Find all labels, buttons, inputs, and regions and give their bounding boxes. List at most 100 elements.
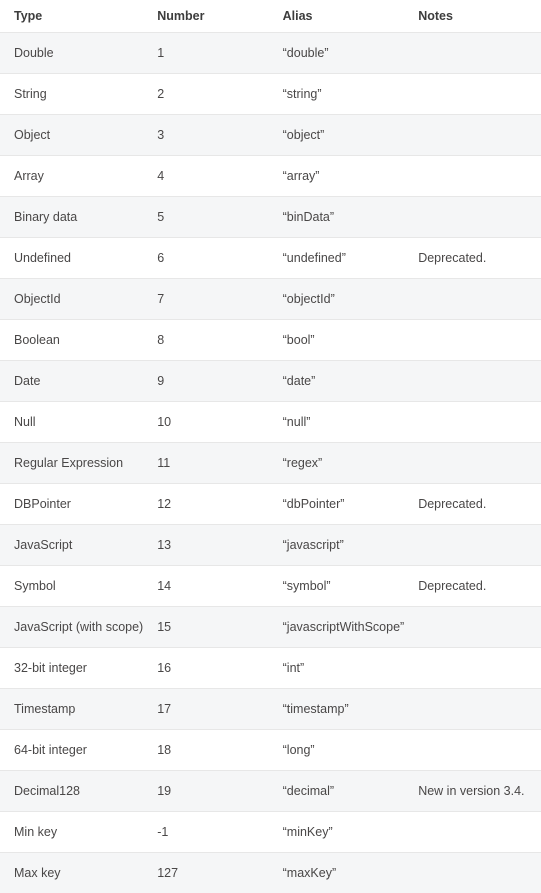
type-cell: Decimal128 bbox=[0, 771, 143, 812]
table-row: 32-bit integer 16 “int” bbox=[0, 648, 541, 689]
alias-cell: “javascriptWithScope” bbox=[269, 607, 405, 648]
notes-cell bbox=[404, 607, 541, 648]
notes-cell bbox=[404, 443, 541, 484]
notes-cell bbox=[404, 648, 541, 689]
table-row: Min key -1 “minKey” bbox=[0, 812, 541, 853]
table-row: Max key 127 “maxKey” bbox=[0, 853, 541, 893]
header-row: Type Number Alias Notes bbox=[0, 0, 541, 33]
number-cell: 1 bbox=[143, 33, 268, 74]
number-cell: 19 bbox=[143, 771, 268, 812]
number-cell: 3 bbox=[143, 115, 268, 156]
alias-cell: “object” bbox=[269, 115, 405, 156]
type-cell: Min key bbox=[0, 812, 143, 853]
type-cell: Symbol bbox=[0, 566, 143, 607]
type-cell: Double bbox=[0, 33, 143, 74]
alias-cell: “dbPointer” bbox=[269, 484, 405, 525]
alias-cell: “regex” bbox=[269, 443, 405, 484]
table-row: Object 3 “object” bbox=[0, 115, 541, 156]
alias-cell: “javascript” bbox=[269, 525, 405, 566]
number-cell: 8 bbox=[143, 320, 268, 361]
table-row: ObjectId 7 “objectId” bbox=[0, 279, 541, 320]
notes-cell: New in version 3.4. bbox=[404, 771, 541, 812]
type-cell: Binary data bbox=[0, 197, 143, 238]
number-cell: 16 bbox=[143, 648, 268, 689]
type-cell: ObjectId bbox=[0, 279, 143, 320]
notes-cell bbox=[404, 33, 541, 74]
type-cell: String bbox=[0, 74, 143, 115]
column-header-alias: Alias bbox=[269, 0, 405, 33]
number-cell: -1 bbox=[143, 812, 268, 853]
type-cell: Date bbox=[0, 361, 143, 402]
alias-cell: “string” bbox=[269, 74, 405, 115]
number-cell: 13 bbox=[143, 525, 268, 566]
table-row: JavaScript (with scope) 15 “javascriptWi… bbox=[0, 607, 541, 648]
notes-cell bbox=[404, 320, 541, 361]
type-cell: Array bbox=[0, 156, 143, 197]
number-cell: 5 bbox=[143, 197, 268, 238]
alias-cell: “minKey” bbox=[269, 812, 405, 853]
alias-cell: “date” bbox=[269, 361, 405, 402]
number-cell: 18 bbox=[143, 730, 268, 771]
alias-cell: “objectId” bbox=[269, 279, 405, 320]
table-row: Symbol 14 “symbol” Deprecated. bbox=[0, 566, 541, 607]
number-cell: 14 bbox=[143, 566, 268, 607]
table-row: Decimal128 19 “decimal” New in version 3… bbox=[0, 771, 541, 812]
alias-cell: “undefined” bbox=[269, 238, 405, 279]
number-cell: 10 bbox=[143, 402, 268, 443]
notes-cell bbox=[404, 115, 541, 156]
table-row: Timestamp 17 “timestamp” bbox=[0, 689, 541, 730]
alias-cell: “long” bbox=[269, 730, 405, 771]
type-cell: Regular Expression bbox=[0, 443, 143, 484]
notes-cell bbox=[404, 402, 541, 443]
type-cell: Null bbox=[0, 402, 143, 443]
type-cell: DBPointer bbox=[0, 484, 143, 525]
table-header: Type Number Alias Notes bbox=[0, 0, 541, 33]
number-cell: 15 bbox=[143, 607, 268, 648]
table-row: Regular Expression 11 “regex” bbox=[0, 443, 541, 484]
number-cell: 11 bbox=[143, 443, 268, 484]
notes-cell bbox=[404, 812, 541, 853]
alias-cell: “binData” bbox=[269, 197, 405, 238]
number-cell: 9 bbox=[143, 361, 268, 402]
table-row: DBPointer 12 “dbPointer” Deprecated. bbox=[0, 484, 541, 525]
table-row: Boolean 8 “bool” bbox=[0, 320, 541, 361]
type-cell: JavaScript bbox=[0, 525, 143, 566]
table-row: Double 1 “double” bbox=[0, 33, 541, 74]
type-cell: Undefined bbox=[0, 238, 143, 279]
alias-cell: “bool” bbox=[269, 320, 405, 361]
column-header-number: Number bbox=[143, 0, 268, 33]
number-cell: 7 bbox=[143, 279, 268, 320]
notes-cell bbox=[404, 197, 541, 238]
number-cell: 17 bbox=[143, 689, 268, 730]
table-row: Undefined 6 “undefined” Deprecated. bbox=[0, 238, 541, 279]
column-header-notes: Notes bbox=[404, 0, 541, 33]
number-cell: 2 bbox=[143, 74, 268, 115]
notes-cell bbox=[404, 689, 541, 730]
notes-cell bbox=[404, 279, 541, 320]
table-body: Double 1 “double” String 2 “string” Obje… bbox=[0, 33, 541, 893]
alias-cell: “symbol” bbox=[269, 566, 405, 607]
notes-cell: Deprecated. bbox=[404, 238, 541, 279]
type-cell: JavaScript (with scope) bbox=[0, 607, 143, 648]
type-cell: Timestamp bbox=[0, 689, 143, 730]
alias-cell: “array” bbox=[269, 156, 405, 197]
type-cell: Max key bbox=[0, 853, 143, 893]
number-cell: 12 bbox=[143, 484, 268, 525]
table-row: String 2 “string” bbox=[0, 74, 541, 115]
notes-cell bbox=[404, 74, 541, 115]
notes-cell: Deprecated. bbox=[404, 484, 541, 525]
table-row: 64-bit integer 18 “long” bbox=[0, 730, 541, 771]
type-cell: Object bbox=[0, 115, 143, 156]
notes-cell bbox=[404, 853, 541, 893]
alias-cell: “double” bbox=[269, 33, 405, 74]
alias-cell: “timestamp” bbox=[269, 689, 405, 730]
table-row: Null 10 “null” bbox=[0, 402, 541, 443]
number-cell: 4 bbox=[143, 156, 268, 197]
type-cell: Boolean bbox=[0, 320, 143, 361]
alias-cell: “int” bbox=[269, 648, 405, 689]
table-row: Array 4 “array” bbox=[0, 156, 541, 197]
type-cell: 64-bit integer bbox=[0, 730, 143, 771]
table-row: Binary data 5 “binData” bbox=[0, 197, 541, 238]
notes-cell bbox=[404, 361, 541, 402]
number-cell: 6 bbox=[143, 238, 268, 279]
